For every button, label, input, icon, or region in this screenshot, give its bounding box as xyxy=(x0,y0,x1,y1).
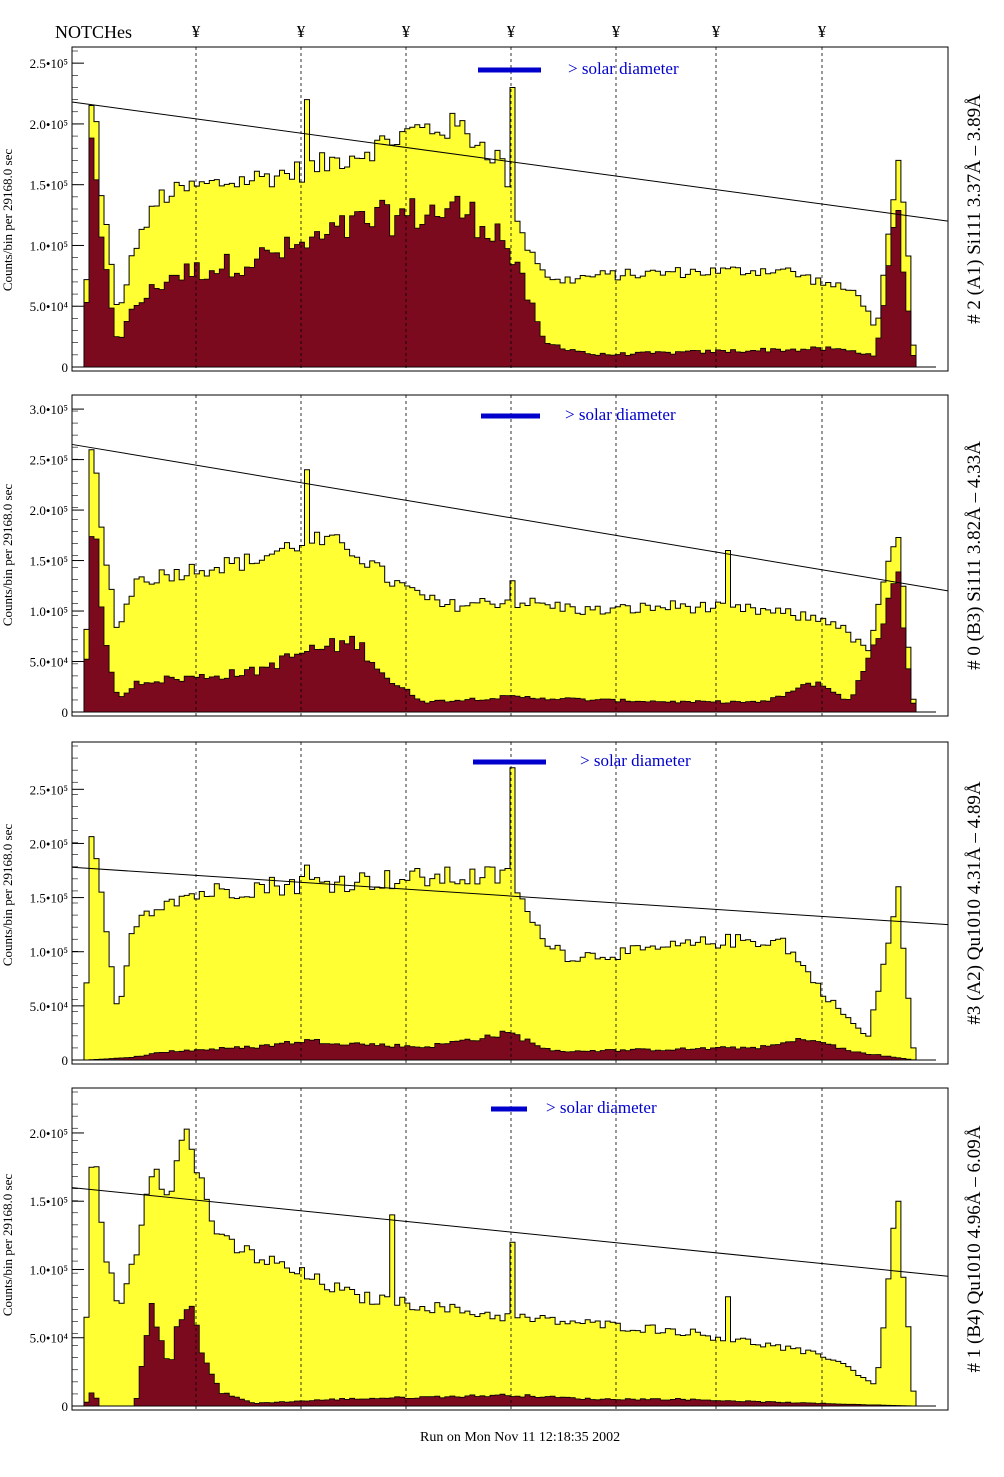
ytick-label-3: 1.5•10⁵ xyxy=(30,1194,68,1209)
ytick-label-3: 1.5•10⁵ xyxy=(30,178,68,193)
lower-histogram xyxy=(83,536,936,713)
solar-diameter-label: > solar diameter xyxy=(568,59,679,78)
notch-symbol-0: ¥ xyxy=(192,22,201,41)
panel-1: 0 5.0•10⁴ 1.0•10⁵ 1.5•10⁵ 2.0•10⁵ 2.5•10⁵ 3.0•… xyxy=(0,394,985,720)
lower-histogram xyxy=(83,1030,936,1061)
trend-line xyxy=(71,1187,949,1277)
panel-title: # 2 (A1) Si111 3.37Å – 3.89Å xyxy=(964,94,985,324)
panel-title: # 0 (B3) Si111 3.82Å – 4.33Å xyxy=(964,441,985,670)
ytick-label-5: 2.5•10⁵ xyxy=(30,782,68,797)
run-timestamp: Run on Mon Nov 11 12:18:35 2002 xyxy=(420,1430,620,1445)
panel-3: 0 5.0•10⁴ 1.0•10⁵ 1.5•10⁵ 2.0•10⁵ Counts/bin … xyxy=(0,1087,985,1414)
upper-histogram xyxy=(83,449,936,713)
panel-title: # 1 (B4) Qu1010 4.96Å – 6.09Å xyxy=(964,1125,985,1372)
y-axis-label: Counts/bin per 29168.0 sec xyxy=(0,484,15,626)
notch-symbol-5: ¥ xyxy=(712,22,721,41)
notch-symbol-1: ¥ xyxy=(297,22,306,41)
ytick-label-3: 1.5•10⁵ xyxy=(30,891,68,906)
y-axis-label: Counts/bin per 29168.0 sec xyxy=(0,1174,15,1316)
y-axis-label: Counts/bin per 29168.0 sec xyxy=(0,149,15,291)
ytick-label-5: 2.5•10⁵ xyxy=(30,56,68,71)
panel-2: 0 5.0•10⁴ 1.0•10⁵ 1.5•10⁵ 2.0•10⁵ 2.5•10⁵ Coun… xyxy=(0,741,985,1068)
ytick-label-0: 0 xyxy=(62,705,69,720)
solar-diameter-label: > solar diameter xyxy=(580,751,691,770)
solar-diameter-label: > solar diameter xyxy=(546,1098,657,1117)
notch-symbols: ¥ ¥ ¥ ¥ ¥ ¥ ¥ xyxy=(192,22,827,41)
notch-header-label: NOTCHes xyxy=(55,22,132,42)
notch-symbol-4: ¥ xyxy=(612,22,621,41)
panel-0: 0 5.0•10⁴ 1.0•10⁵ 1.5•10⁵ 2.0•10⁵ 2.5•10⁵ Coun… xyxy=(0,46,985,375)
trend-line xyxy=(71,866,949,926)
solar-diameter-label: > solar diameter xyxy=(565,405,676,424)
ytick-label-1: 5.0•10⁴ xyxy=(30,999,69,1014)
ytick-label-2: 1.0•10⁵ xyxy=(30,945,68,960)
chart-panels: 0 5.0•10⁴ 1.0•10⁵ 1.5•10⁵ 2.0•10⁵ 2.5•10⁵ Coun… xyxy=(0,46,985,1414)
ytick-label-5: 2.5•10⁵ xyxy=(30,453,68,468)
ytick-label-4: 2.0•10⁵ xyxy=(30,1126,68,1141)
lower-histogram xyxy=(83,137,936,368)
ytick-label-6: 3.0•10⁵ xyxy=(30,402,68,417)
ytick-label-1: 5.0•10⁴ xyxy=(30,299,69,314)
trend-line xyxy=(71,101,949,222)
notch-symbol-3: ¥ xyxy=(507,22,516,41)
ytick-label-1: 5.0•10⁴ xyxy=(30,1331,69,1346)
upper-histogram xyxy=(83,767,936,1061)
notch-symbol-6: ¥ xyxy=(818,22,827,41)
panel-title: #3 (A2) Qu1010 4.31Å – 4.89Å xyxy=(964,781,985,1025)
ytick-label-4: 2.0•10⁵ xyxy=(30,117,68,132)
ytick-label-0: 0 xyxy=(62,1053,69,1068)
upper-histogram xyxy=(83,1128,936,1407)
ytick-label-4: 2.0•10⁵ xyxy=(30,503,68,518)
trend-line xyxy=(71,443,949,592)
ytick-label-2: 1.0•10⁵ xyxy=(30,1262,68,1277)
ytick-label-4: 2.0•10⁵ xyxy=(30,836,68,851)
notch-symbol-2: ¥ xyxy=(402,22,411,41)
ytick-label-3: 1.5•10⁵ xyxy=(30,554,68,569)
ytick-label-0: 0 xyxy=(62,360,69,375)
ytick-label-2: 1.0•10⁵ xyxy=(30,604,68,619)
y-axis-label: Counts/bin per 29168.0 sec xyxy=(0,824,15,966)
ytick-label-0: 0 xyxy=(62,1399,69,1414)
ytick-label-1: 5.0•10⁴ xyxy=(30,655,69,670)
ytick-label-2: 1.0•10⁵ xyxy=(30,238,68,253)
lower-histogram xyxy=(83,1303,936,1407)
